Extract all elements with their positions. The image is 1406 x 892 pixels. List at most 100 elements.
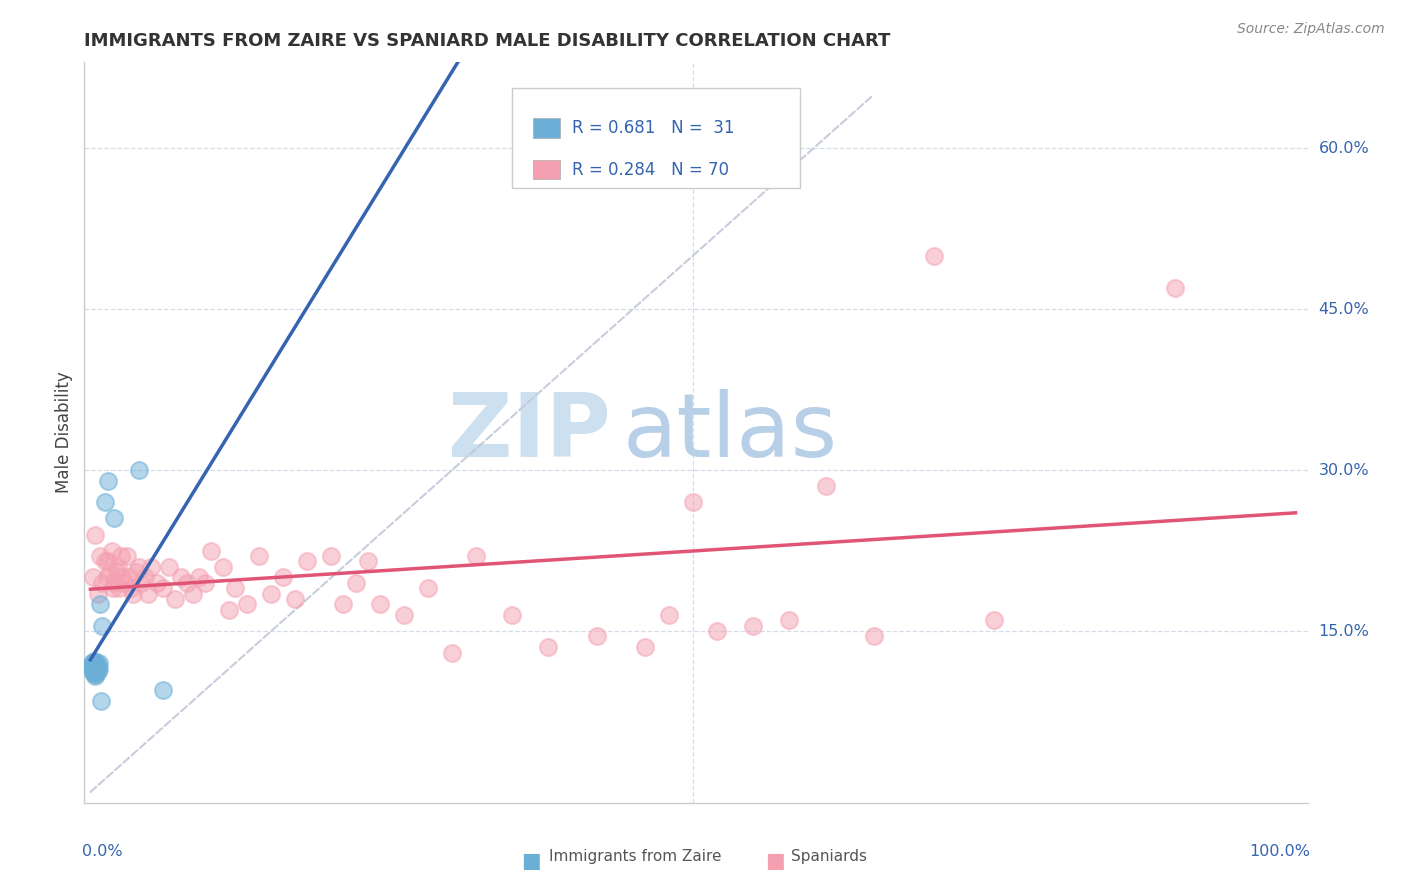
Point — [120, 581, 142, 595]
Text: R = 0.284   N = 70: R = 0.284 N = 70 — [572, 161, 730, 178]
Point — [332, 597, 354, 611]
Point — [82, 657, 104, 671]
Point — [103, 575, 125, 590]
Point — [465, 549, 488, 563]
Point — [86, 658, 108, 673]
Text: R = 0.681   N =  31: R = 0.681 N = 31 — [572, 120, 735, 137]
Point — [80, 658, 103, 673]
Point — [862, 630, 884, 644]
Point — [86, 586, 108, 600]
Point — [139, 559, 162, 574]
Point — [94, 554, 117, 568]
Point — [108, 581, 131, 595]
Point — [742, 619, 765, 633]
Point — [392, 607, 415, 622]
Text: 15.0%: 15.0% — [1319, 624, 1369, 639]
Point — [128, 559, 150, 574]
Point — [86, 657, 108, 671]
Point — [212, 559, 235, 574]
Point — [82, 665, 104, 679]
Point — [83, 660, 105, 674]
Point — [83, 654, 105, 668]
Point — [91, 619, 114, 633]
Text: Source: ZipAtlas.com: Source: ZipAtlas.com — [1237, 22, 1385, 37]
Point — [682, 495, 704, 509]
Point — [103, 581, 125, 595]
Point — [105, 565, 128, 579]
Point — [152, 683, 174, 698]
Point — [80, 662, 103, 676]
Point — [90, 694, 112, 708]
Point — [194, 575, 217, 590]
Point — [110, 549, 132, 563]
Point — [82, 658, 104, 673]
FancyBboxPatch shape — [513, 88, 800, 188]
Point — [101, 543, 124, 558]
Point — [121, 586, 143, 600]
Point — [236, 597, 259, 611]
Point — [83, 664, 105, 678]
Point — [129, 575, 152, 590]
Point — [200, 543, 222, 558]
Point — [983, 614, 1005, 628]
Text: ZIP: ZIP — [447, 389, 610, 476]
Point — [706, 624, 728, 639]
Point — [97, 554, 120, 568]
Point — [187, 570, 209, 584]
Point — [218, 602, 240, 616]
Point — [103, 511, 125, 525]
Text: 100.0%: 100.0% — [1249, 844, 1310, 858]
Text: ■: ■ — [766, 851, 786, 871]
Point — [89, 549, 111, 563]
Point — [176, 575, 198, 590]
Point — [134, 570, 156, 584]
Point — [321, 549, 343, 563]
Text: 60.0%: 60.0% — [1319, 141, 1369, 156]
Y-axis label: Male Disability: Male Disability — [55, 372, 73, 493]
Text: IMMIGRANTS FROM ZAIRE VS SPANIARD MALE DISABILITY CORRELATION CHART: IMMIGRANTS FROM ZAIRE VS SPANIARD MALE D… — [84, 32, 891, 50]
Point — [83, 667, 105, 681]
Point — [86, 664, 108, 678]
Point — [145, 575, 167, 590]
Point — [84, 655, 107, 669]
Point — [224, 581, 246, 595]
Point — [86, 667, 108, 681]
Point — [537, 640, 560, 655]
Point — [94, 495, 117, 509]
Point — [91, 575, 114, 590]
Text: 30.0%: 30.0% — [1319, 463, 1369, 478]
Point — [368, 597, 391, 611]
Point — [83, 657, 105, 672]
Point — [585, 630, 607, 644]
Text: Immigrants from Zaire: Immigrants from Zaire — [550, 849, 721, 864]
Point — [247, 549, 270, 563]
Point — [136, 586, 159, 600]
Point — [778, 614, 800, 628]
Point — [157, 559, 180, 574]
Point — [84, 669, 107, 683]
Point — [416, 581, 439, 595]
Point — [86, 662, 108, 676]
Point — [814, 479, 837, 493]
Point — [80, 657, 103, 671]
Point — [107, 559, 129, 574]
Point — [658, 607, 681, 622]
Point — [87, 662, 110, 676]
Point — [97, 474, 120, 488]
Point — [634, 640, 657, 655]
Point — [112, 575, 135, 590]
Text: ■: ■ — [522, 851, 541, 871]
Point — [125, 565, 148, 579]
Point — [128, 463, 150, 477]
Text: 45.0%: 45.0% — [1319, 301, 1369, 317]
Point — [271, 570, 294, 584]
Point — [82, 570, 104, 584]
Point — [118, 570, 141, 584]
Point — [84, 659, 107, 673]
Point — [922, 249, 945, 263]
Point — [1164, 281, 1187, 295]
Point — [163, 591, 186, 606]
Point — [181, 586, 204, 600]
FancyBboxPatch shape — [533, 160, 560, 179]
Point — [501, 607, 523, 622]
